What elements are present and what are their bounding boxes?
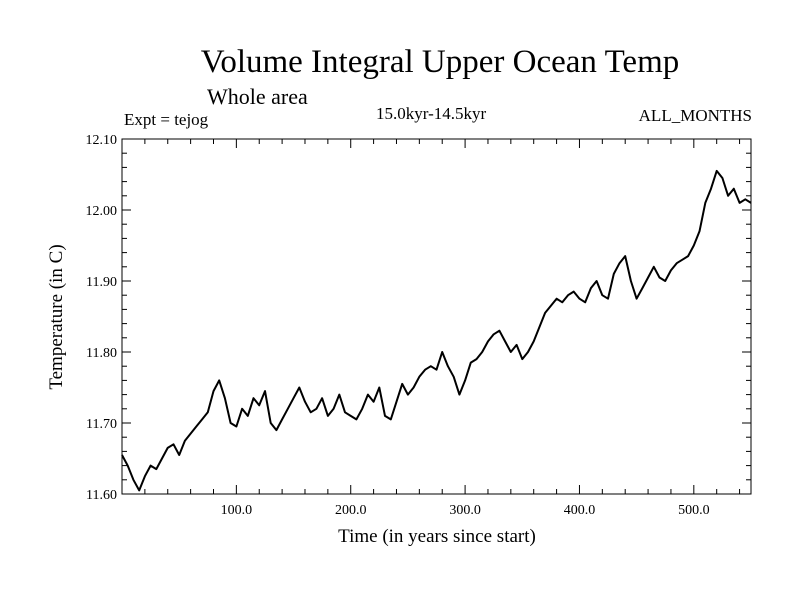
months-label: ALL_MONTHS — [638, 106, 752, 125]
plot-frame — [121, 138, 752, 495]
x-tick-label: 100.0 — [221, 503, 253, 518]
y-axis-label: Temperature (in C) — [46, 244, 67, 389]
tick-marks — [122, 139, 751, 494]
x-axis-label: Time (in years since start) — [338, 526, 536, 547]
y-tick-label: 11.80 — [86, 346, 117, 361]
y-tick-label: 12.10 — [86, 133, 118, 148]
y-tick-label: 11.90 — [86, 275, 117, 290]
tick-labels: 100.0 200.0 300.0 400.0 500.0 11.60 11.70 11.80… — [86, 133, 710, 518]
y-tick-label: 11.60 — [86, 488, 117, 503]
experiment-label: Expt = tejog — [124, 110, 209, 129]
chart-subtitle: Whole area — [207, 84, 308, 109]
chart-title: Volume Integral Upper Ocean Temp — [200, 44, 680, 80]
x-tick-label: 300.0 — [449, 503, 481, 518]
period-label: 15.0kyr-14.5kyr — [376, 104, 487, 123]
x-tick-label: 400.0 — [564, 503, 596, 518]
x-tick-label: 200.0 — [335, 503, 367, 518]
series-line — [121, 169, 752, 492]
y-tick-label: 11.70 — [86, 417, 117, 432]
y-tick-label: 12.00 — [86, 204, 118, 219]
x-tick-label: 500.0 — [678, 503, 710, 518]
